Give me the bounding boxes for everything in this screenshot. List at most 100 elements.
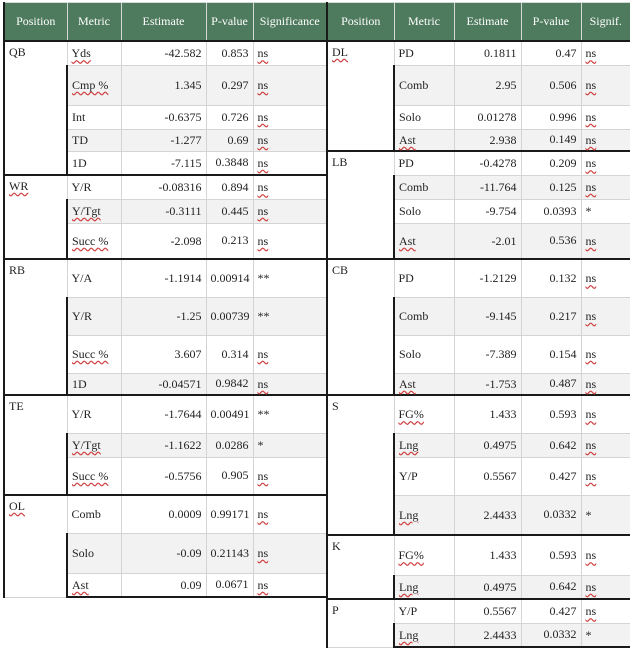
estimate-cell: -1.7644: [120, 394, 207, 434]
significance-cell: *: [580, 198, 630, 224]
metric-cell: Cmp %: [66, 64, 122, 106]
table-row: Y/Tgt -0.3111 0.445 ns: [4, 198, 328, 224]
significance-cell: ns: [580, 222, 630, 260]
estimate-cell: -1.1622: [120, 432, 207, 458]
p-value-cell: 0.21143: [205, 532, 254, 574]
estimate-cell: -0.6375: [120, 104, 207, 130]
metric-cell: PD: [393, 258, 455, 298]
table-row: Int -0.6375 0.726 ns: [4, 104, 328, 130]
p-value-cell: 0.445: [205, 198, 254, 224]
p-value-cell: 0.00739: [205, 296, 254, 336]
p-value-cell: 0.536: [520, 222, 582, 260]
estimate-cell: 0.01278: [453, 104, 522, 130]
p-value-cell: 0.905: [205, 456, 254, 496]
p-value-cell: 0.593: [520, 534, 582, 576]
estimate-cell: 3.607: [120, 334, 207, 374]
metric-cell: Y/P: [393, 598, 455, 624]
metric-cell: PD: [393, 150, 455, 176]
estimate-cell: -0.04571: [120, 372, 207, 396]
left-header-estimate: Estimate: [120, 2, 207, 42]
p-value-cell: 0.487: [520, 372, 582, 396]
table-row: Solo -9.754 0.0393 *: [327, 198, 630, 224]
metric-cell: Succ %: [66, 334, 122, 374]
position-cell: QB: [3, 40, 68, 176]
significance-cell: ns: [252, 128, 328, 152]
estimate-cell: -2.01: [453, 222, 522, 260]
position-cell: TE: [3, 394, 68, 496]
estimate-cell: -0.09: [120, 532, 207, 574]
p-value-cell: 0.0393: [520, 198, 582, 224]
significance-cell: *: [580, 494, 630, 536]
significance-cell: ns: [252, 456, 328, 496]
significance-cell: ns: [580, 534, 630, 576]
position-cell: DL: [326, 40, 395, 152]
table-row: Lng 2.4433 0.0332 *: [327, 494, 630, 536]
significance-cell: ns: [580, 150, 630, 176]
p-value-cell: 0.726: [205, 104, 254, 130]
significance-cell: **: [252, 296, 328, 336]
metric-cell: Lng: [393, 622, 455, 648]
table-row: Ast -2.01 0.536 ns: [327, 222, 630, 260]
table-row: Succ % -2.098 0.213 ns: [4, 222, 328, 260]
estimate-cell: -7.389: [453, 334, 522, 374]
table-row: LB PD -0.4278 0.209 ns: [326, 150, 630, 260]
table-row: Cmp % 1.345 0.297 ns: [4, 64, 328, 106]
estimate-cell: 0.4975: [453, 432, 522, 458]
estimate-cell: -1.753: [453, 372, 522, 396]
metric-cell: Yds: [66, 40, 122, 66]
metric-cell: Lng: [393, 494, 455, 536]
metric-cell: Solo: [393, 334, 455, 374]
significance-cell: *: [580, 622, 630, 648]
significance-cell: ns: [580, 394, 630, 434]
metric-cell: Lng: [393, 574, 455, 600]
significance-cell: ns: [252, 174, 328, 200]
significance-cell: *: [252, 432, 328, 458]
left-table-body: QB Yds -42.582 0.853 ns Cmp % 1.345 0.297 ns Int -…: [3, 40, 328, 598]
estimate-cell: 0.0009: [120, 494, 207, 534]
metric-cell: Ast: [66, 572, 122, 598]
significance-cell: ns: [252, 334, 328, 374]
estimate-cell: -1.277: [120, 128, 207, 152]
table-row: Comb -11.764 0.125 ns: [327, 174, 630, 200]
table-row: 1D -7.115 0.3848 ns: [4, 150, 328, 176]
right-results-table: Position Metric Estimate P-value Signif.…: [326, 2, 630, 648]
metric-cell: Y/R: [66, 394, 122, 434]
right-header-position: Position: [326, 2, 395, 42]
p-value-cell: 0.00491: [205, 394, 254, 434]
table-row: Lng 0.4975 0.642 ns: [327, 432, 630, 458]
significance-cell: ns: [252, 222, 328, 260]
estimate-cell: 2.4433: [453, 622, 522, 648]
significance-cell: ns: [252, 40, 328, 66]
p-value-cell: 0.427: [520, 598, 582, 624]
significance-cell: ns: [580, 372, 630, 396]
significance-cell: ns: [580, 296, 630, 336]
table-row: Comb 2.95 0.506 ns: [327, 64, 630, 106]
estimate-cell: -1.25: [120, 296, 207, 336]
table-row: CB PD -1.2129 0.132 ns: [326, 258, 630, 396]
significance-cell: ns: [580, 104, 630, 130]
metric-cell: Y/Tgt: [66, 198, 122, 224]
significance-cell: ns: [580, 40, 630, 66]
estimate-cell: 0.1811: [453, 40, 522, 66]
significance-cell: ns: [252, 372, 328, 396]
p-value-cell: 0.0286: [205, 432, 254, 458]
significance-cell: ns: [580, 598, 630, 624]
estimate-cell: -0.5756: [120, 456, 207, 496]
significance-cell: ns: [252, 198, 328, 224]
table-row: TD -1.277 0.69 ns: [4, 128, 328, 152]
table-row: Ast -1.753 0.487 ns: [327, 372, 630, 396]
position-cell: OL: [3, 494, 68, 598]
p-value-cell: 0.593: [520, 394, 582, 434]
estimate-cell: -0.3111: [120, 198, 207, 224]
table-row: TE Y/R -1.7644 0.00491 **: [3, 394, 328, 496]
right-table-header: Position Metric Estimate P-value Signif.: [326, 2, 630, 42]
position-cell: P: [326, 598, 395, 648]
p-value-cell: 0.132: [520, 258, 582, 298]
significance-cell: ns: [580, 574, 630, 600]
metric-cell: Ast: [393, 222, 455, 260]
metric-cell: Comb: [393, 64, 455, 106]
table-row: Solo -7.389 0.154 ns: [327, 334, 630, 374]
p-value-cell: 0.297: [205, 64, 254, 106]
position-cell: RB: [3, 258, 68, 396]
estimate-cell: 1.433: [453, 534, 522, 576]
